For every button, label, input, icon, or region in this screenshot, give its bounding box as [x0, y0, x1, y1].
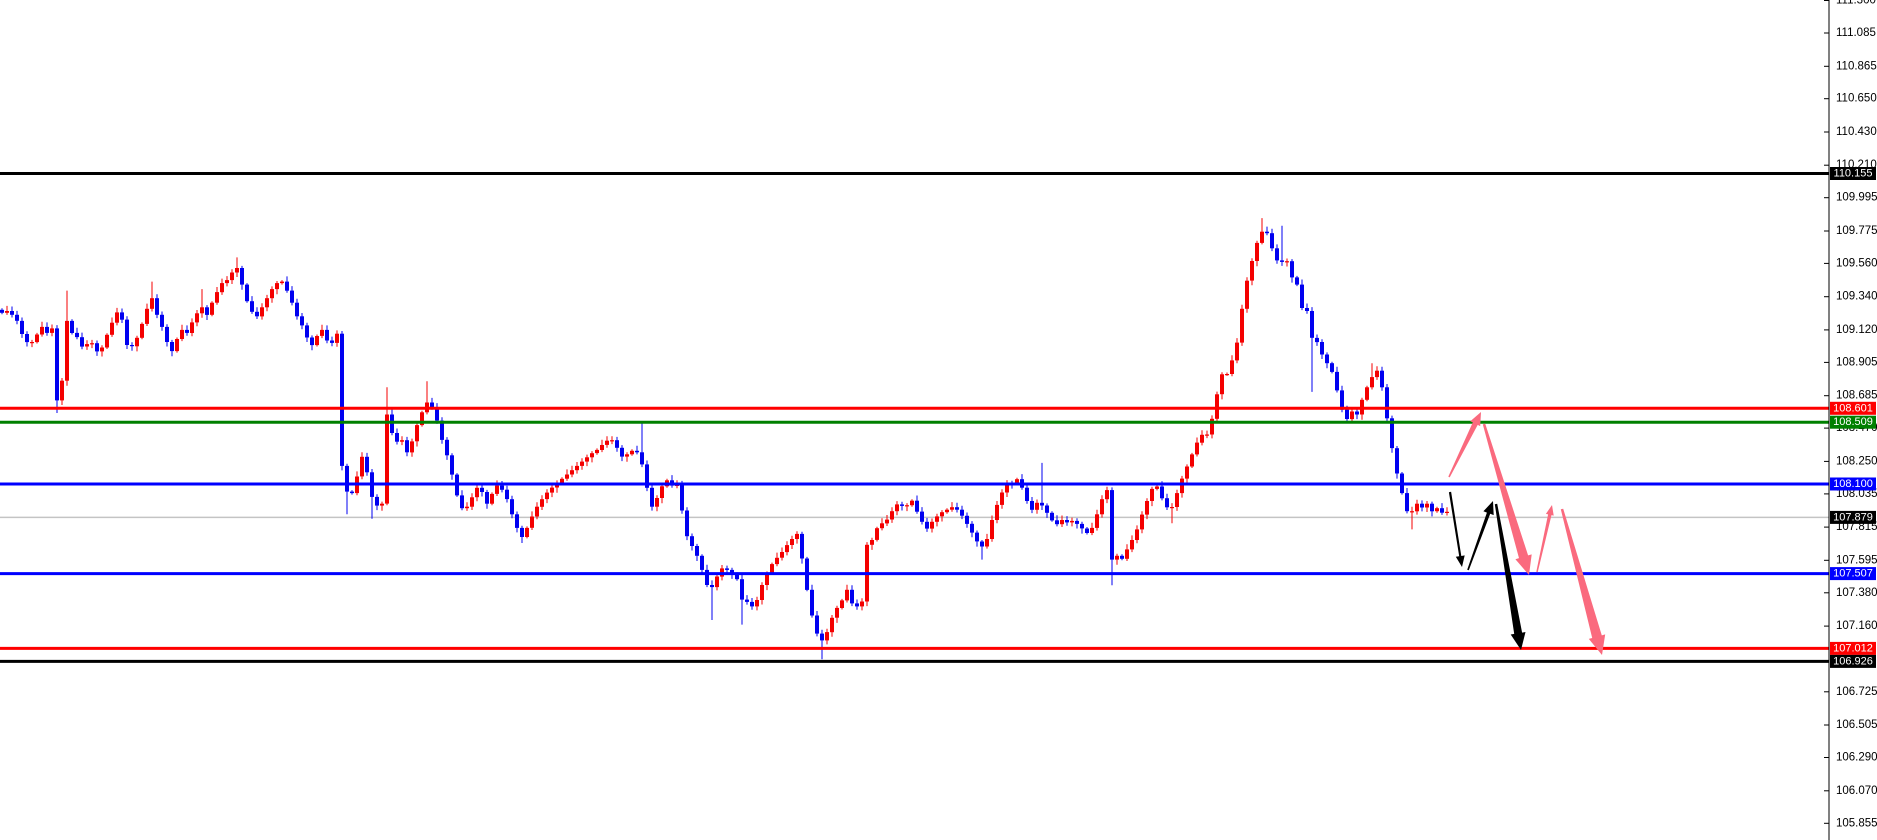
- axis-tick-label: 110.430: [1836, 126, 1877, 138]
- price-label-box: [1830, 510, 1876, 524]
- price-label-text: 107.012: [1833, 642, 1873, 654]
- price-label-text: 108.509: [1833, 416, 1873, 428]
- axis-tick-label: 109.120: [1836, 324, 1877, 336]
- price-label-text: 108.601: [1833, 402, 1873, 414]
- pink-down-arrow-2[interactable]: [1560, 508, 1606, 655]
- axis-tick-label: 109.340: [1836, 291, 1877, 303]
- axis-tick-label: 108.250: [1836, 455, 1877, 467]
- price-label-box: [1830, 415, 1876, 429]
- axis-tick-label: 106.725: [1836, 686, 1877, 698]
- black-down-arrow-2[interactable]: [1494, 503, 1526, 650]
- pink-up-arrow-2[interactable]: [1536, 505, 1554, 573]
- level-lines[interactable]: [0, 172, 1829, 663]
- axis-tick-label: 109.560: [1836, 257, 1877, 269]
- candlestick-series: [0, 218, 1449, 660]
- axis-tick-label: 109.775: [1836, 225, 1877, 237]
- price-label-box: [1830, 167, 1876, 180]
- black-up-arrow[interactable]: [1467, 501, 1494, 571]
- axis-tick-label: 108.685: [1836, 390, 1877, 402]
- price-label-box: [1830, 477, 1876, 491]
- pink-up-arrow-1[interactable]: [1448, 412, 1481, 478]
- price-label-box: [1830, 641, 1876, 655]
- price-label-box: [1830, 567, 1876, 581]
- axis-tick-label: 110.865: [1836, 60, 1877, 72]
- axis-tick-label: 106.070: [1836, 785, 1877, 797]
- price-label-text: 106.926: [1833, 655, 1873, 667]
- price-label-text: 108.100: [1833, 478, 1873, 490]
- axis-tick-label: 106.505: [1836, 719, 1877, 731]
- price-label-text: 110.155: [1834, 168, 1873, 180]
- axis-tick-label: 108.905: [1836, 356, 1877, 368]
- axis-tick-label: 106.290: [1836, 752, 1877, 764]
- axis-tick-label: 107.160: [1836, 620, 1877, 632]
- axis-tick-label: 105.855: [1836, 817, 1877, 829]
- axis-tick-label: 110.650: [1836, 93, 1877, 105]
- price-label-text: 107.879: [1833, 511, 1873, 523]
- black-down-arrow-1[interactable]: [1448, 491, 1465, 567]
- axis-tick-label: 107.595: [1836, 554, 1877, 566]
- price-label-box: [1830, 401, 1876, 415]
- axis-tick-label: 111.300: [1836, 0, 1876, 7]
- axis-tick-label: 107.380: [1836, 587, 1877, 599]
- annotation-arrows[interactable]: [1448, 412, 1606, 655]
- price-label-text: 107.507: [1833, 568, 1873, 580]
- axis-tick-label: 108.035: [1836, 488, 1877, 500]
- price-axis[interactable]: 111.300111.085110.865110.650110.430110.2…: [1824, 0, 1877, 840]
- pink-down-arrow-1[interactable]: [1482, 423, 1532, 575]
- axis-tick-label: 107.815: [1836, 521, 1877, 533]
- price-label-box: [1830, 654, 1876, 668]
- axis-tick-label: 109.995: [1836, 192, 1877, 204]
- axis-tick-label: 111.085: [1836, 27, 1876, 39]
